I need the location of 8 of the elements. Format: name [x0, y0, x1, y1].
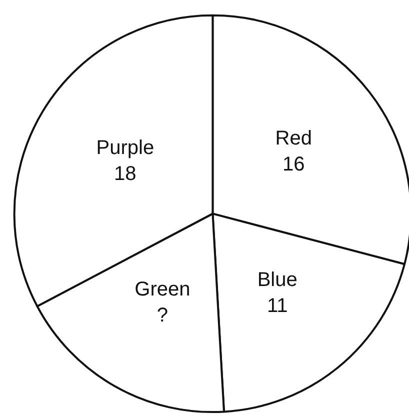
data-label: 18: [114, 162, 136, 185]
slice-label: Blue: [257, 268, 298, 291]
data-label: 11: [266, 294, 288, 317]
data-label: ?: [156, 304, 168, 327]
data-label: 16: [282, 153, 305, 176]
slice-label: Red: [275, 127, 312, 150]
slice-label: Purple: [96, 136, 154, 159]
slice-label: Green: [134, 278, 190, 301]
